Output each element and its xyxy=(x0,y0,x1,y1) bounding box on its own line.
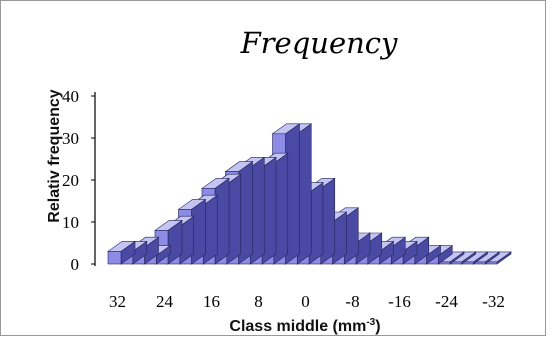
x-axis-label-suffix: ) xyxy=(375,318,380,335)
y-tick-labels: 0 10 20 30 40 xyxy=(62,87,79,274)
y-tick-label: 0 xyxy=(71,255,80,274)
x-tick-labels: 32 24 16 8 0 -8 -16 -24 -32 xyxy=(109,292,505,311)
bar-front xyxy=(107,251,122,265)
x-axis-label: Class middle (mm-3) xyxy=(229,317,380,335)
x-tick-label: 8 xyxy=(254,292,263,311)
y-tick-label: 30 xyxy=(62,129,79,148)
y-tick-label: 20 xyxy=(62,171,79,190)
x-tick-label: 16 xyxy=(203,292,220,311)
y-axis-label: Relativ frequency xyxy=(46,89,63,222)
bar xyxy=(107,240,136,265)
x-tick-label: -8 xyxy=(345,292,359,311)
x-axis-label-main: Class middle (mm xyxy=(229,318,366,335)
y-tick-label: 10 xyxy=(62,213,79,232)
x-tick-label: 32 xyxy=(109,292,126,311)
x-tick-label: 0 xyxy=(301,292,310,311)
x-tick-label: -24 xyxy=(435,292,458,311)
x-tick-label: -32 xyxy=(482,292,505,311)
bars xyxy=(107,123,512,265)
y-axis xyxy=(91,92,96,266)
y-tick-label: 40 xyxy=(62,87,79,106)
chart-title: Frequency xyxy=(240,26,398,60)
x-axis-label-superscript: -3 xyxy=(366,317,375,328)
x-tick-label: -16 xyxy=(388,292,411,311)
x-tick-label: 24 xyxy=(156,292,174,311)
